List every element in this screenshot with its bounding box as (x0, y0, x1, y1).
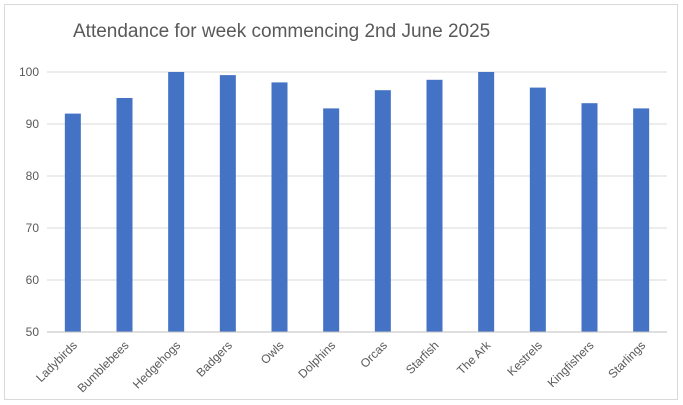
x-category-label: Kingfishers (545, 338, 597, 390)
y-tick-label: 100 (19, 65, 39, 79)
bar-hedgehogs (168, 72, 185, 332)
x-category-label: Ladybirds (33, 338, 80, 385)
x-category-label: Owls (258, 338, 287, 367)
chart-title: Attendance for week commencing 2nd June … (73, 21, 490, 42)
y-tick-label: 90 (26, 117, 40, 131)
bar-dolphins (323, 108, 340, 333)
bar-starlings (633, 108, 650, 333)
bar-ladybirds (64, 113, 81, 332)
bar-chart: Attendance for week commencing 2nd June … (19, 21, 667, 396)
y-tick-label: 60 (26, 273, 40, 287)
bars (64, 72, 650, 333)
bar-badgers (219, 75, 236, 333)
y-tick-label: 70 (26, 221, 40, 235)
y-axis-tick-labels: 50 60 70 80 90 100 (19, 65, 39, 339)
y-tick-label: 80 (26, 169, 40, 183)
bar-kestrels (529, 87, 546, 332)
x-category-label: Starfish (403, 338, 442, 377)
bar-orcas (374, 90, 391, 332)
bar-bumblebees (116, 98, 133, 332)
x-category-label: Starlings (605, 338, 648, 381)
chart-frame: Attendance for week commencing 2nd June … (4, 4, 678, 400)
bar-the-ark (478, 72, 495, 332)
x-category-label: Bumblebees (75, 338, 132, 395)
bar-starfish (426, 79, 443, 332)
x-category-label: Orcas (357, 338, 390, 371)
gridlines (47, 71, 667, 281)
y-tick-label: 50 (26, 325, 40, 339)
x-category-label: Hedgehogs (130, 338, 183, 391)
bar-kingfishers (581, 103, 598, 332)
x-category-label: Badgers (193, 338, 235, 380)
x-category-label: The Ark (454, 338, 494, 378)
bar-owls (271, 82, 288, 333)
x-category-label: Kestrels (504, 338, 545, 379)
x-category-label: Dolphins (295, 338, 338, 381)
